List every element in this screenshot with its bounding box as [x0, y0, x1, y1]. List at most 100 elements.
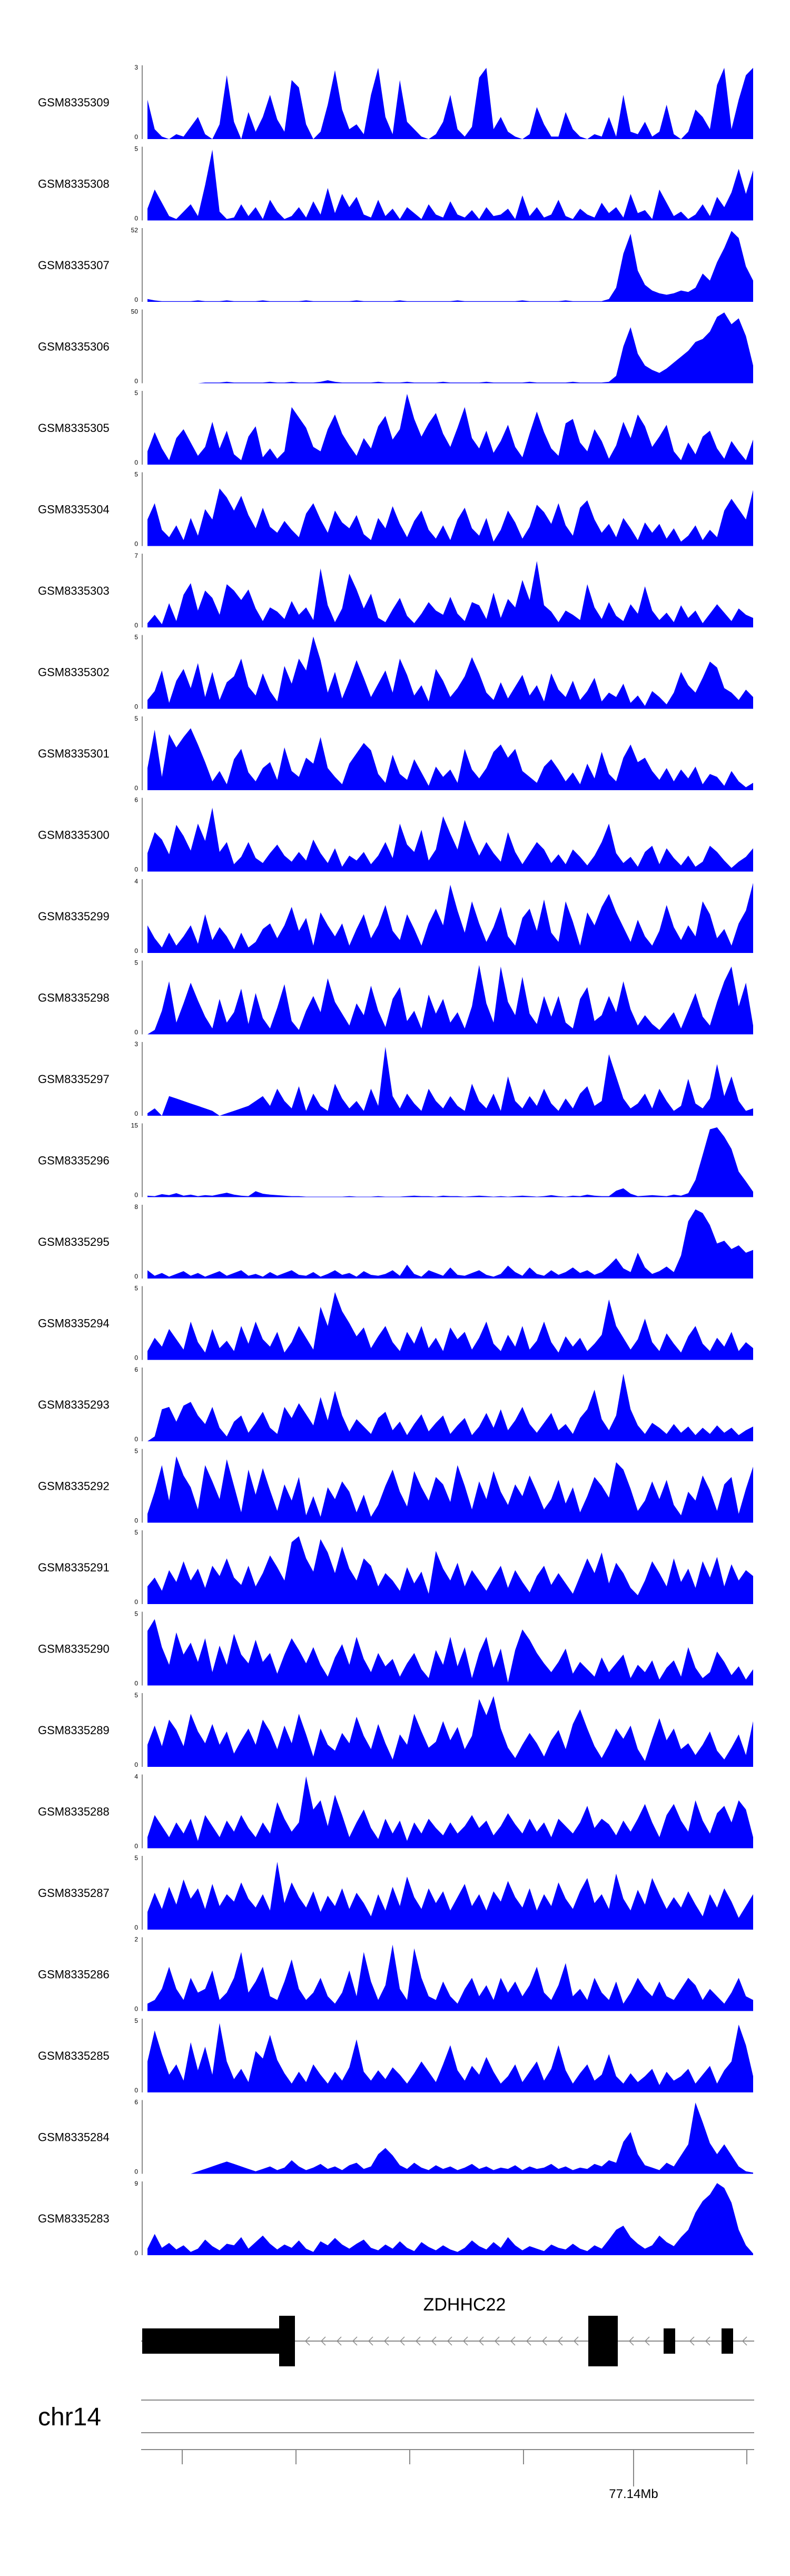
strand-arrow-icon: [320, 2336, 326, 2346]
track-GSM8335309: GSM8335309 3 0: [38, 64, 753, 141]
strand-arrow-icon: [336, 2336, 342, 2346]
track-ymin-label: 0: [134, 296, 138, 303]
track-label: GSM8335295: [38, 1235, 110, 1248]
coverage-area: [147, 150, 753, 221]
coverage-area: [147, 1619, 753, 1686]
track-ymin-label: 0: [134, 784, 138, 792]
track-GSM8335295: GSM8335295 8 0: [38, 1203, 753, 1280]
strand-arrow-icon: [462, 2336, 468, 2346]
track-ymin-label: 0: [134, 459, 138, 466]
track-ymax-label: 5: [134, 389, 138, 397]
track-ymax-label: 3: [134, 1040, 138, 1048]
coverage-area: [147, 1373, 753, 1441]
track-label: GSM8335286: [38, 1968, 110, 1981]
track-ymax-label: 7: [134, 552, 138, 559]
track-ymax-label: 5: [134, 2017, 138, 2024]
strand-arrow-icon: [447, 2336, 452, 2346]
track-ymax-label: 5: [134, 1854, 138, 1862]
track-label: GSM8335305: [38, 421, 110, 435]
track-ymax-label: 5: [134, 1448, 138, 1455]
coverage-area: [147, 808, 753, 872]
track-GSM8335290: GSM8335290 5 0: [38, 1610, 753, 1687]
strand-arrow-icon: [557, 2336, 563, 2346]
track-GSM8335294: GSM8335294 5 0: [38, 1285, 753, 1362]
track-GSM8335307: GSM8335307 52 0: [38, 227, 753, 303]
gene-name-label: ZDHHC22: [423, 2295, 506, 2315]
track-label: GSM8335301: [38, 747, 110, 760]
track-label: GSM8335302: [38, 666, 110, 679]
track-ymin-label: 0: [134, 1761, 138, 1768]
strand-arrow-icon: [494, 2336, 500, 2346]
track-ymax-label: 6: [134, 2099, 138, 2106]
track-ymax-label: 5: [134, 715, 138, 722]
coverage-area: [147, 2183, 753, 2255]
strand-arrow-icon: [304, 2336, 310, 2346]
track-GSM8335284: GSM8335284 6 0: [38, 2099, 753, 2176]
coverage-area: [147, 394, 753, 465]
track-label: GSM8335288: [38, 1805, 110, 1818]
coverage-area: [147, 1047, 753, 1116]
track-ymax-label: 4: [134, 878, 138, 885]
coverage-area: [147, 1456, 753, 1523]
track-label: GSM8335290: [38, 1643, 110, 1656]
track-label: GSM8335303: [38, 584, 110, 597]
coverage-area: [147, 1862, 753, 1930]
strand-arrow-icon: [352, 2336, 358, 2346]
track-ymin-label: 0: [134, 1273, 138, 1280]
strand-arrow-icon: [541, 2336, 547, 2346]
track-ymin-label: 0: [134, 378, 138, 385]
strand-arrow-icon: [431, 2336, 437, 2346]
strand-arrow-icon: [510, 2336, 516, 2346]
track-ymin-label: 0: [134, 2168, 138, 2176]
track-label: GSM8335292: [38, 1480, 110, 1493]
track-ymax-label: 4: [134, 1773, 138, 1781]
track-GSM8335302: GSM8335302 5 0: [38, 634, 753, 711]
coverage-area: [147, 1292, 753, 1360]
track-ymax-label: 15: [131, 1122, 139, 1129]
track-label: GSM8335296: [38, 1154, 110, 1167]
track-ymin-label: 0: [134, 947, 138, 955]
track-GSM8335285: GSM8335285 5 0: [38, 2017, 753, 2094]
strand-arrow-icon: [705, 2336, 710, 2346]
track-ymax-label: 5: [134, 1692, 138, 1699]
gene-track: ZDHHC22: [141, 2295, 754, 2366]
strand-arrow-icon: [628, 2336, 634, 2346]
track-ymin-label: 0: [134, 540, 138, 548]
track-GSM8335298: GSM8335298 5 0: [38, 959, 753, 1036]
gene-strand-arrows: [304, 2336, 747, 2346]
coverage-area: [147, 1944, 753, 2011]
track-GSM8335287: GSM8335287 5 0: [38, 1854, 753, 1931]
gene-exon-4: [722, 2328, 733, 2354]
track-ymax-label: 52: [131, 227, 139, 234]
strand-arrow-icon: [383, 2336, 389, 2346]
genome-axis: 77.14Mb: [141, 2449, 754, 2501]
coverage-area: [147, 67, 753, 139]
track-label: GSM8335291: [38, 1561, 110, 1574]
track-ymax-label: 3: [134, 64, 138, 71]
track-ymax-label: 6: [134, 797, 138, 804]
track-ymin-label: 0: [134, 1110, 138, 1117]
track-GSM8335288: GSM8335288 4 0: [38, 1773, 753, 1850]
track-GSM8335308: GSM8335308 5 0: [38, 145, 753, 222]
coverage-area: [147, 1776, 753, 1849]
track-GSM8335304: GSM8335304 5 0: [38, 471, 753, 548]
coverage-area: [147, 2102, 753, 2174]
track-label: GSM8335299: [38, 910, 110, 923]
track-ymin-label: 0: [134, 1680, 138, 1687]
track-ymin-label: 0: [134, 2005, 138, 2013]
track-ymax-label: 5: [134, 959, 138, 967]
track-label: GSM8335284: [38, 2131, 110, 2144]
track-label: GSM8335294: [38, 1317, 110, 1330]
track-GSM8335306: GSM8335306 50 0: [38, 308, 753, 385]
track-ymin-label: 0: [134, 2087, 138, 2094]
coverage-area: [147, 636, 753, 709]
strand-arrow-icon: [399, 2336, 405, 2346]
track-GSM8335301: GSM8335301 5 0: [38, 715, 753, 792]
coverage-area: [147, 231, 753, 302]
track-ymax-label: 5: [134, 1285, 138, 1292]
coverage-area: [147, 312, 753, 384]
track-label: GSM8335289: [38, 1724, 110, 1737]
coverage-area: [147, 2023, 753, 2092]
track-ymax-label: 5: [134, 145, 138, 153]
